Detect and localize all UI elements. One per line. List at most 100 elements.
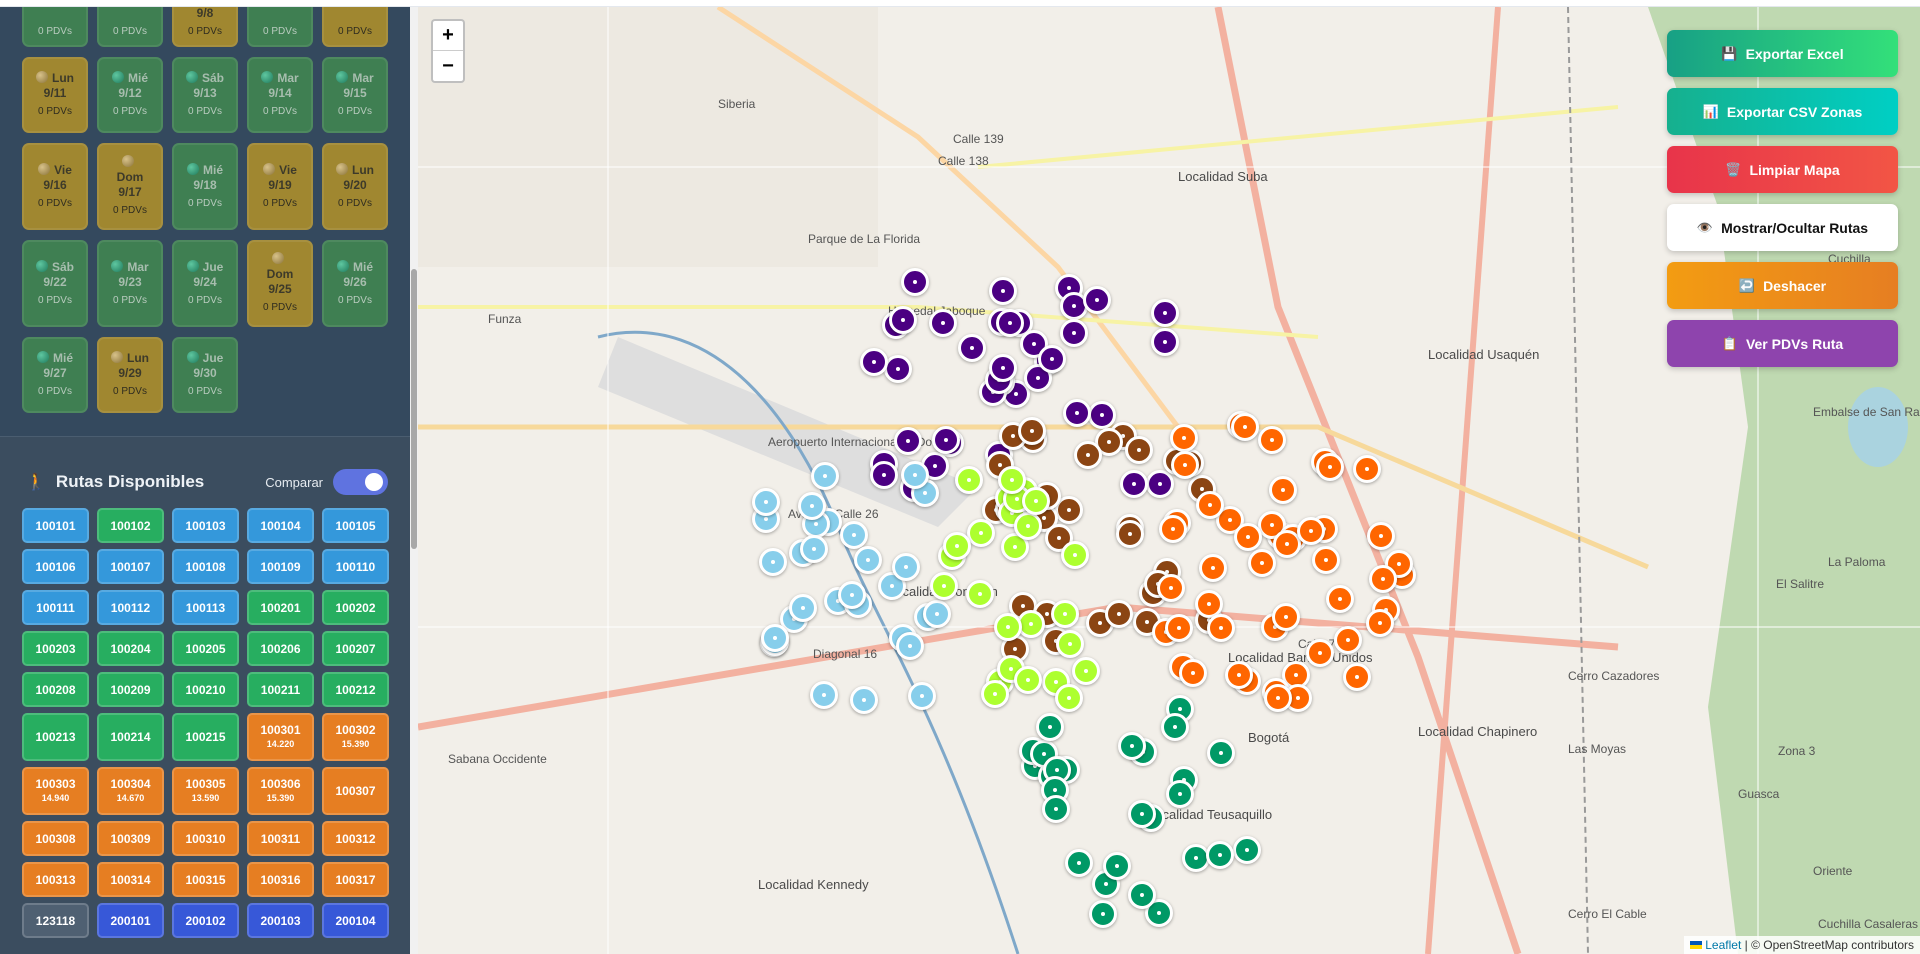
pdv-marker[interactable]	[1207, 613, 1236, 642]
pdv-marker[interactable]	[1062, 399, 1091, 428]
calendar-day[interactable]: Dom 9/17 0 PDVs	[97, 143, 163, 230]
pdv-marker[interactable]	[1118, 732, 1147, 761]
pdv-marker[interactable]	[809, 681, 838, 710]
pdv-marker[interactable]	[1072, 657, 1101, 686]
calendar-day[interactable]: 9/8 0 PDVs	[172, 7, 238, 47]
pdv-marker[interactable]	[849, 685, 878, 714]
pdv-marker[interactable]	[891, 552, 920, 581]
route-button-100112[interactable]: 100112	[97, 590, 164, 625]
pdv-marker[interactable]	[1037, 345, 1066, 374]
action-exportar-csv-zonas[interactable]: 📊 Exportar CSV Zonas	[1667, 88, 1898, 135]
pdv-marker[interactable]	[1271, 603, 1300, 632]
pdv-marker[interactable]	[811, 461, 840, 490]
pdv-marker[interactable]	[1104, 599, 1133, 628]
pdv-marker[interactable]	[1055, 630, 1084, 659]
pdv-marker[interactable]	[1170, 451, 1199, 479]
pdv-marker[interactable]	[989, 276, 1018, 305]
pdv-marker[interactable]	[901, 268, 930, 297]
pdv-marker[interactable]	[1124, 435, 1153, 464]
pdv-marker[interactable]	[907, 681, 936, 710]
pdv-marker[interactable]	[1195, 490, 1224, 519]
route-button-100305[interactable]: 100305 13.590	[172, 767, 239, 815]
pdv-marker[interactable]	[839, 520, 868, 549]
pdv-marker[interactable]	[1055, 495, 1084, 524]
calendar-day[interactable]: Mar 9/14 0 PDVs	[247, 57, 313, 133]
calendar-day[interactable]: Jue 9/30 0 PDVs	[172, 337, 238, 413]
pdv-marker[interactable]	[800, 534, 829, 563]
route-button-100104[interactable]: 100104	[247, 508, 314, 543]
pdv-marker[interactable]	[853, 546, 882, 575]
pdv-marker[interactable]	[1230, 412, 1259, 441]
pdv-marker[interactable]	[1145, 470, 1174, 499]
action-exportar-excel[interactable]: 💾 Exportar Excel	[1667, 30, 1898, 77]
route-button-100303[interactable]: 100303 14.940	[22, 767, 89, 815]
pdv-marker[interactable]	[1087, 400, 1116, 429]
pdv-marker[interactable]	[1312, 545, 1341, 574]
route-button-100106[interactable]: 100106	[22, 549, 89, 584]
pdv-marker[interactable]	[1305, 638, 1334, 667]
pdv-marker[interactable]	[1042, 795, 1071, 824]
pdv-marker[interactable]	[1158, 514, 1187, 543]
pdv-marker[interactable]	[995, 308, 1024, 337]
pdv-marker[interactable]	[1224, 660, 1253, 689]
pdv-marker[interactable]	[896, 632, 925, 661]
leaflet-link[interactable]: Leaflet	[1705, 938, 1742, 952]
route-button-100108[interactable]: 100108	[172, 549, 239, 584]
route-button-100109[interactable]: 100109	[247, 549, 314, 584]
pdv-marker[interactable]	[1257, 426, 1286, 455]
pdv-marker[interactable]	[1059, 318, 1088, 347]
route-button-100206[interactable]: 100206	[247, 631, 314, 666]
calendar-day[interactable]: Mar 9/15 0 PDVs	[322, 57, 388, 133]
pdv-marker[interactable]	[994, 612, 1022, 641]
pdv-marker[interactable]	[1234, 522, 1263, 551]
pdv-marker[interactable]	[1014, 666, 1043, 694]
route-button-123118[interactable]: 123118	[22, 903, 89, 938]
route-button-100201[interactable]: 100201	[247, 590, 314, 625]
action-deshacer[interactable]: ↩️ Deshacer	[1667, 262, 1898, 309]
route-button-100203[interactable]: 100203	[22, 631, 89, 666]
route-button-100208[interactable]: 100208	[22, 672, 89, 707]
pdv-marker[interactable]	[1157, 574, 1186, 603]
calendar-day[interactable]: 0 PDVs	[97, 7, 163, 47]
route-button-100302[interactable]: 100302 15.390	[322, 713, 389, 761]
route-button-100205[interactable]: 100205	[172, 631, 239, 666]
pdv-marker[interactable]	[1082, 286, 1111, 314]
route-button-100317[interactable]: 100317	[322, 862, 389, 897]
calendar-day[interactable]: 0 PDVs	[22, 7, 88, 47]
pdv-marker[interactable]	[1088, 900, 1117, 929]
route-button-100210[interactable]: 100210	[172, 672, 239, 707]
route-button-100314[interactable]: 100314	[97, 862, 164, 897]
zoom-in-button[interactable]: +	[433, 21, 463, 51]
pdv-marker[interactable]	[1264, 684, 1293, 713]
pdv-marker[interactable]	[860, 347, 889, 376]
pdv-marker[interactable]	[1195, 590, 1224, 619]
route-button-100213[interactable]: 100213	[22, 713, 89, 761]
pdv-marker[interactable]	[1273, 530, 1302, 559]
pdv-marker[interactable]	[1367, 522, 1396, 551]
action-limpiar-mapa[interactable]: 🗑️ Limpiar Mapa	[1667, 146, 1898, 193]
pdv-marker[interactable]	[1366, 608, 1395, 637]
route-button-100304[interactable]: 100304 14.670	[97, 767, 164, 815]
pdv-marker[interactable]	[922, 600, 951, 629]
pdv-marker[interactable]	[1150, 298, 1179, 327]
route-button-100315[interactable]: 100315	[172, 862, 239, 897]
pdv-marker[interactable]	[888, 306, 917, 335]
compare-toggle[interactable]	[333, 469, 388, 495]
route-button-100212[interactable]: 100212	[322, 672, 389, 707]
pdv-marker[interactable]	[1315, 452, 1344, 481]
pdv-marker[interactable]	[1325, 585, 1354, 614]
route-button-200104[interactable]: 200104	[322, 903, 389, 938]
route-button-100313[interactable]: 100313	[22, 862, 89, 897]
pdv-marker[interactable]	[1018, 417, 1047, 446]
pdv-marker[interactable]	[931, 425, 960, 454]
pdv-marker[interactable]	[1001, 532, 1030, 561]
pdv-marker[interactable]	[894, 427, 923, 456]
route-button-100312[interactable]: 100312	[322, 821, 389, 856]
pdv-marker[interactable]	[1369, 565, 1398, 594]
calendar-day[interactable]: Mar 9/23 0 PDVs	[97, 240, 163, 327]
route-button-100306[interactable]: 100306 15.390	[247, 767, 314, 815]
route-button-100209[interactable]: 100209	[97, 672, 164, 707]
route-button-200102[interactable]: 200102	[172, 903, 239, 938]
pdv-marker[interactable]	[1050, 600, 1079, 629]
pdv-marker[interactable]	[1248, 548, 1277, 577]
